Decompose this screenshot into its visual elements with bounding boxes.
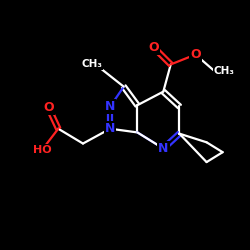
Text: HO: HO — [33, 145, 52, 155]
Text: N: N — [105, 100, 115, 113]
Text: CH₃: CH₃ — [214, 66, 234, 76]
Text: CH₃: CH₃ — [81, 60, 102, 70]
Text: O: O — [190, 48, 201, 61]
Text: O: O — [43, 101, 54, 114]
Text: N: N — [158, 142, 168, 155]
Text: O: O — [148, 40, 159, 54]
Text: N: N — [105, 122, 115, 135]
